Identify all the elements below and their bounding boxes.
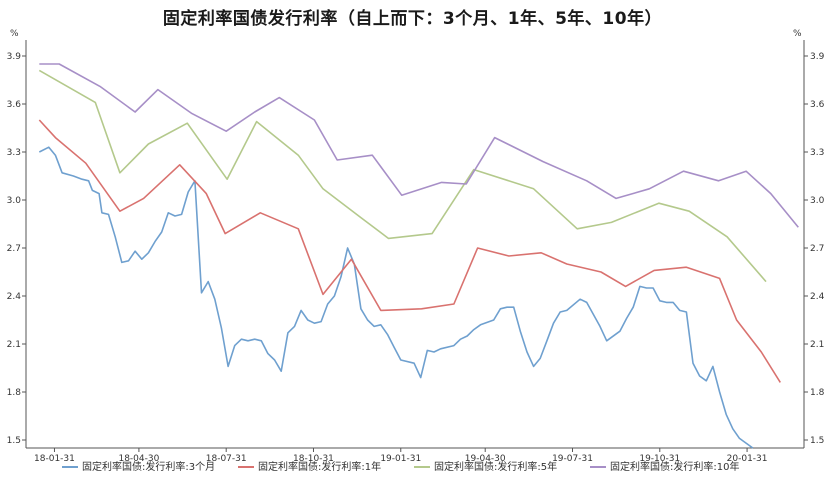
y-tick-label-left: 2.1 <box>7 340 21 350</box>
x-tick-label: 18-01-31 <box>34 454 75 464</box>
x-tick-label: 19-10-31 <box>639 454 680 464</box>
series-line-4 <box>39 63 799 228</box>
y-tick-label-left: 3.3 <box>7 148 21 158</box>
x-tick-label: 20-01-31 <box>727 454 768 464</box>
y-tick-label-right: 2.7 <box>810 244 824 254</box>
y-tick-label-right: 2.1 <box>810 340 824 350</box>
series-line-1 <box>38 146 754 449</box>
y-tick-label-left: 1.8 <box>7 388 22 398</box>
right-unit-label: % <box>793 29 802 39</box>
legend-label: 固定利率国债:发行利率:5年 <box>434 460 557 473</box>
y-tick-label-left: 1.5 <box>7 436 21 446</box>
y-tick-label-right: 3.0 <box>810 196 825 206</box>
y-tick-label-left: 2.4 <box>7 292 22 302</box>
y-tick-label-left: 3.6 <box>7 100 22 110</box>
y-tick-label-right: 1.8 <box>810 388 825 398</box>
y-tick-label-left: 3.0 <box>7 196 22 206</box>
series-line-2 <box>38 119 781 383</box>
y-tick-label-right: 3.9 <box>810 52 825 62</box>
series-line-3 <box>38 69 767 283</box>
x-tick-label: 18-07-31 <box>206 454 247 464</box>
left-unit-label: % <box>10 29 19 39</box>
x-tick-label: 19-04-30 <box>465 454 506 464</box>
legend-label: 固定利率国债:发行利率:3个月 <box>82 460 215 473</box>
legend-label: 固定利率国债:发行利率:1年 <box>258 460 381 473</box>
x-tick-label: 18-04-30 <box>118 454 159 464</box>
y-tick-label-right: 1.5 <box>810 436 824 446</box>
y-tick-label-left: 2.7 <box>7 244 21 254</box>
chart-title: 固定利率国债发行利率（自上而下：3个月、1年、5年、10年） <box>162 9 663 29</box>
x-tick-label: 19-01-31 <box>380 454 421 464</box>
x-tick-label: 19-07-31 <box>552 454 593 464</box>
y-tick-label-right: 3.6 <box>810 100 825 110</box>
x-tick-label: 18-10-31 <box>293 454 334 464</box>
y-tick-label-right: 3.3 <box>810 148 824 158</box>
legend-label: 固定利率国债:发行利率:10年 <box>610 460 739 473</box>
y-tick-label-right: 2.4 <box>810 292 825 302</box>
y-tick-label-left: 3.9 <box>7 52 22 62</box>
